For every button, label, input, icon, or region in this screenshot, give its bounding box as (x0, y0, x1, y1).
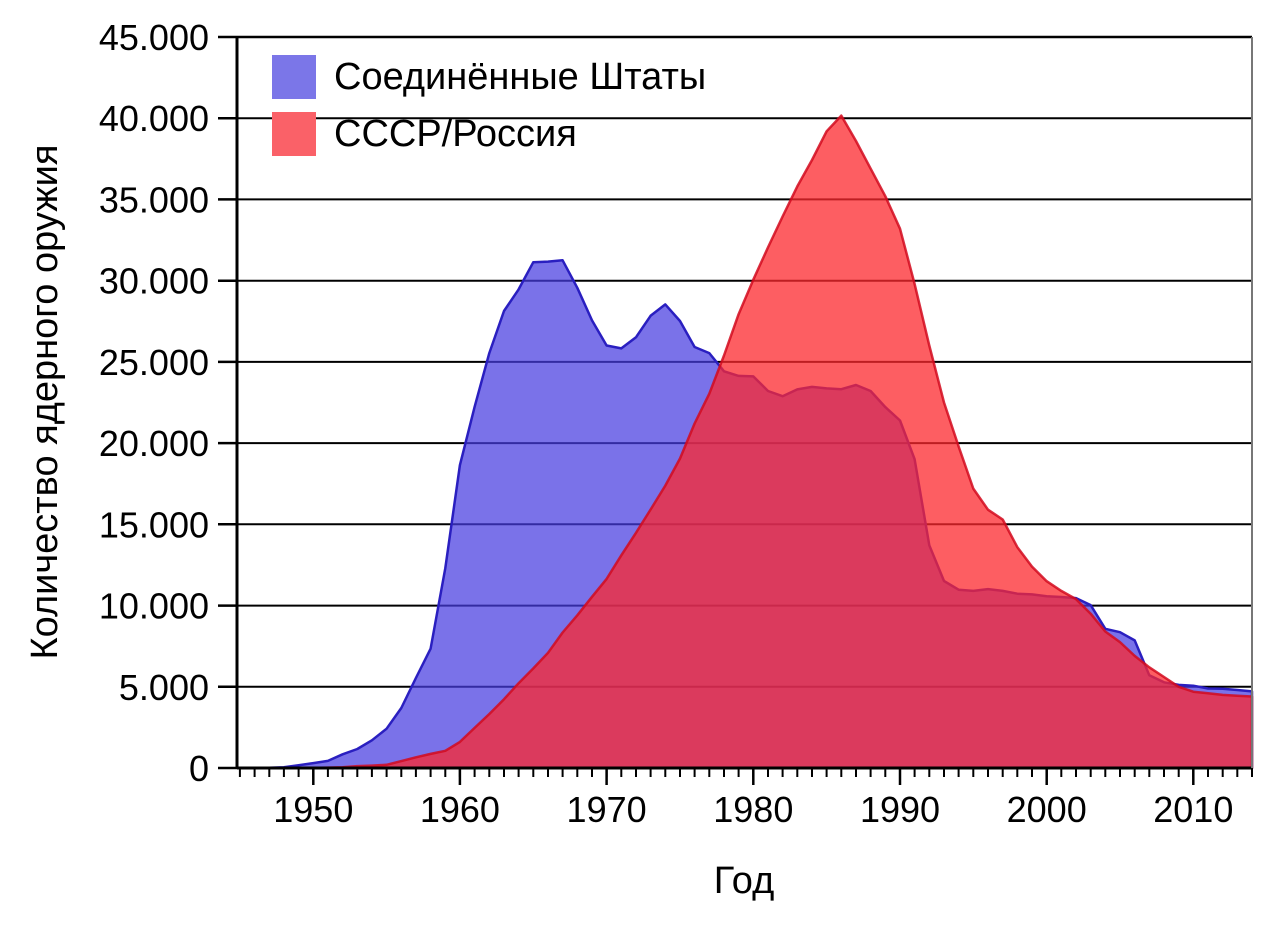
y-tick-label: 20.000 (99, 423, 209, 464)
y-tick-label: 40.000 (99, 98, 209, 139)
legend-item-us: Соединённые Штаты (272, 55, 706, 99)
y-tick-label: 30.000 (99, 261, 209, 302)
ussr-area (238, 114, 1254, 770)
x-tick-label: 1950 (273, 789, 353, 830)
legend-item-ussr: СССР/Россия (272, 112, 706, 156)
legend-swatch-ussr (272, 112, 316, 156)
y-tick-label: 25.000 (99, 342, 209, 383)
plot-frame (235, 35, 1253, 770)
x-axis-title: Год (714, 860, 775, 902)
y-axis-title: Количество ядерного оружия (24, 145, 66, 660)
legend: Соединённые Штаты СССР/Россия (272, 55, 706, 169)
x-tick-label: 2010 (1153, 789, 1233, 830)
y-tick-label: 15.000 (99, 504, 209, 545)
y-tick-label: 45.000 (99, 17, 209, 58)
x-tick-label: 1960 (420, 789, 500, 830)
area-series (238, 114, 1254, 770)
y-tick-label: 35.000 (99, 179, 209, 220)
x-tick-label: 1980 (713, 789, 793, 830)
y-tick-label: 5.000 (119, 667, 209, 708)
x-tick-label: 1970 (567, 789, 647, 830)
x-tick-label: 2000 (1007, 789, 1087, 830)
legend-label-ussr: СССР/Россия (334, 112, 577, 155)
y-tick-label: 10.000 (99, 586, 209, 627)
axis-ticks (218, 35, 1253, 785)
x-tick-label: 1990 (860, 789, 940, 830)
legend-swatch-us (272, 55, 316, 99)
tick-labels: 1950 1960 1970 1980 1990 2000 2010 0 5.000 10.000… (99, 17, 1233, 830)
y-tick-label: 0 (189, 748, 209, 789)
legend-label-us: Соединённые Штаты (334, 55, 707, 98)
